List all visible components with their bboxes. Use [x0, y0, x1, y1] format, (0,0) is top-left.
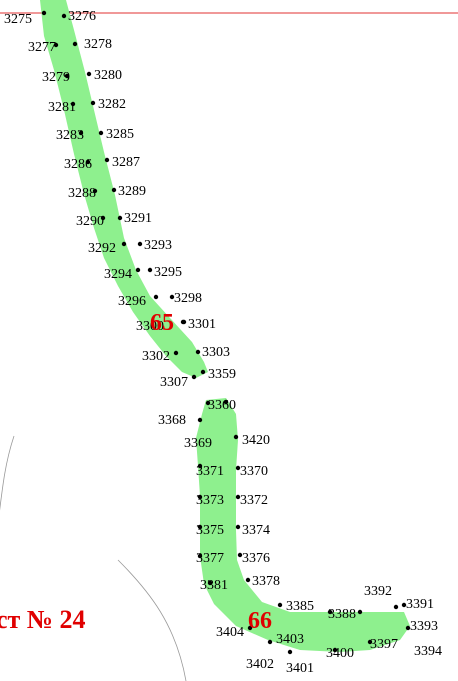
point-label-3378: 3378 — [252, 574, 280, 589]
point-label-3374: 3374 — [242, 523, 270, 538]
point-label-3298: 3298 — [174, 291, 202, 306]
point-label-3370: 3370 — [240, 464, 268, 479]
point-label-3296: 3296 — [118, 294, 146, 309]
gray-boundary-line — [0, 435, 15, 511]
point-label-3278: 3278 — [84, 37, 112, 52]
gray-boundary-line-2 — [117, 559, 187, 681]
point-label-3301: 3301 — [188, 317, 216, 332]
point-label-3368: 3368 — [158, 413, 186, 428]
point-label-3381: 3381 — [200, 578, 228, 593]
point-label-3282: 3282 — [98, 97, 126, 112]
point-label-3294: 3294 — [104, 267, 132, 282]
point-label-3402: 3402 — [246, 657, 274, 672]
point-label-3420: 3420 — [242, 433, 270, 448]
point-label-3401: 3401 — [286, 661, 314, 676]
point-label-3375: 3375 — [196, 523, 224, 538]
point-label-3404: 3404 — [216, 625, 244, 640]
point-label-3291: 3291 — [124, 211, 152, 226]
point-label-3372: 3372 — [240, 493, 268, 508]
point-label-3302: 3302 — [142, 349, 170, 364]
point-label-3394: 3394 — [414, 644, 442, 659]
point-label-3392: 3392 — [364, 584, 392, 599]
point-label-3289: 3289 — [118, 184, 146, 199]
sheet-label: ст № 24 — [0, 605, 86, 634]
point-label-3283: 3283 — [56, 128, 84, 143]
point-label-3292: 3292 — [88, 241, 116, 256]
point-label-3397: 3397 — [370, 637, 398, 652]
point-label-3385: 3385 — [286, 599, 314, 614]
point-label-3303: 3303 — [202, 345, 230, 360]
point-label-3377: 3377 — [196, 551, 224, 566]
point-label-3360: 3360 — [208, 398, 236, 413]
boundary-dots — [41, 10, 411, 655]
point-label-3307: 3307 — [160, 375, 188, 390]
point-label-3388: 3388 — [328, 607, 356, 622]
parcel-number-66: 66 — [248, 608, 272, 634]
point-label-3286: 3286 — [64, 157, 92, 172]
parcel-65-shape — [40, 0, 208, 378]
point-label-3391: 3391 — [406, 597, 434, 612]
point-label-3295: 3295 — [154, 265, 182, 280]
point-label-3293: 3293 — [144, 238, 172, 253]
point-label-3279: 3279 — [42, 70, 70, 85]
point-label-3369: 3369 — [184, 436, 212, 451]
point-label-3276: 3276 — [68, 9, 96, 24]
point-label-3280: 3280 — [94, 68, 122, 83]
point-label-3285: 3285 — [106, 127, 134, 142]
point-label-3275: 3275 — [4, 12, 32, 27]
point-label-3400: 3400 — [326, 646, 354, 661]
point-label-3281: 3281 — [48, 100, 76, 115]
point-label-3288: 3288 — [68, 186, 96, 201]
point-label-3300: 3300 — [136, 319, 164, 334]
point-label-3359: 3359 — [208, 367, 236, 382]
point-label-3403: 3403 — [276, 632, 304, 647]
point-label-3290: 3290 — [76, 214, 104, 229]
point-label-3373: 3373 — [196, 493, 224, 508]
point-label-3287: 3287 — [112, 155, 140, 170]
point-label-3277: 3277 — [28, 40, 56, 55]
point-label-3393: 3393 — [410, 619, 438, 634]
parcel-number-65: 65 — [150, 310, 174, 336]
point-label-3376: 3376 — [242, 551, 270, 566]
point-label-3371: 3371 — [196, 464, 224, 479]
parcel-66-shape — [196, 398, 410, 652]
point-labels: 3275 3276 3277 3278 3279 3280 3281 3282 3283 3285… — [4, 9, 442, 676]
